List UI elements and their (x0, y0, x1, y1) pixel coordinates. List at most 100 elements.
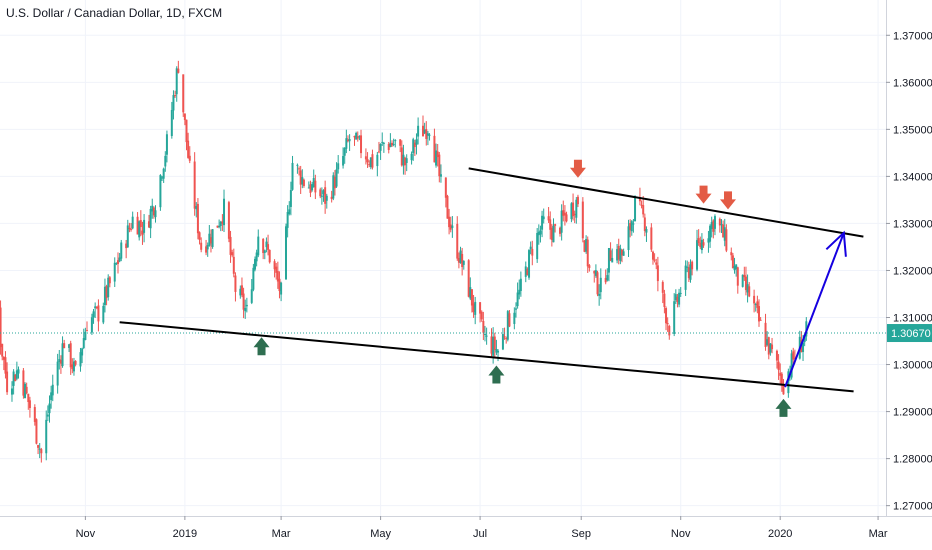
candle-body (665, 308, 668, 324)
candle-body (563, 212, 566, 216)
candle-body (268, 249, 271, 263)
candle-body (364, 156, 367, 160)
candle-body (422, 125, 425, 137)
candle-body (459, 250, 462, 263)
candle-body (301, 177, 304, 185)
candle-body (136, 216, 139, 235)
candle-body (267, 244, 270, 250)
candle-body (697, 238, 700, 244)
candle-body (541, 215, 544, 230)
candle-body (37, 445, 40, 448)
candle-body (33, 407, 36, 422)
candle-body (436, 151, 439, 158)
candle-body (516, 292, 519, 307)
candle-body (640, 204, 643, 206)
candle-body (389, 143, 392, 148)
candle-body (766, 339, 769, 345)
up-arrow-marker (488, 365, 505, 384)
candle-body (585, 239, 588, 252)
candle-body (632, 223, 635, 225)
candle-body (573, 213, 576, 216)
candle-body (700, 239, 703, 251)
candle-body (619, 248, 622, 262)
candle-body (439, 174, 442, 177)
candle-body (324, 187, 327, 204)
down-arrow-marker (695, 185, 712, 204)
candle-body (779, 372, 782, 376)
candle-body (254, 258, 257, 270)
candle-body (425, 129, 428, 139)
candle-body (733, 266, 736, 271)
candle-body (415, 139, 418, 145)
candle-body (547, 216, 550, 221)
candle-body (570, 203, 573, 220)
candle-body (50, 392, 53, 401)
candle-body (291, 162, 294, 190)
candle-body (462, 260, 465, 265)
candle-body (404, 157, 407, 166)
time-tick-label: Mar (869, 528, 888, 540)
candle-body (492, 336, 495, 356)
candle-body (506, 311, 509, 340)
candle-body (105, 286, 108, 298)
candle-body (586, 239, 589, 267)
candle-body (426, 133, 429, 136)
candle-body (107, 277, 110, 298)
price-axis-bg (886, 0, 932, 550)
candle-body (753, 295, 756, 304)
candle-body (560, 210, 563, 233)
candle-body (780, 373, 783, 386)
candle-body (2, 357, 5, 360)
candle-body (205, 246, 208, 253)
candle-body (177, 68, 180, 73)
candle-body (379, 143, 382, 151)
candle-body (218, 225, 221, 228)
candle-body (170, 110, 173, 137)
candle-body (195, 206, 198, 210)
candle-body (405, 158, 408, 163)
price-axis[interactable]: 1.27000 1.28000 1.29000 1.30000 1.31000 1.320… (886, 0, 932, 550)
candle-body (456, 223, 459, 259)
candle-body (151, 205, 154, 212)
price-tick-label: 1.29000 (893, 407, 932, 419)
candle-body (94, 306, 97, 309)
candle-body (754, 303, 757, 305)
candle-body (311, 184, 314, 191)
candle-body (360, 135, 363, 154)
candle-body (147, 221, 150, 228)
candle-body (696, 240, 699, 270)
candle-body (720, 224, 723, 226)
candle-body (265, 241, 268, 248)
candle-body (514, 308, 517, 310)
candle-body (622, 251, 625, 256)
candle-body (118, 257, 121, 262)
candle-body (0, 307, 2, 348)
candle-body (61, 343, 64, 367)
candle-body (392, 144, 395, 146)
candle-body (767, 337, 770, 355)
candle-body (519, 278, 522, 291)
candle-body (576, 196, 579, 205)
candle-body (537, 231, 540, 236)
candle-body (28, 400, 31, 409)
candle-body (366, 159, 369, 163)
time-axis[interactable]: SepNov2019MarMayJulSepNov2020Mar (0, 516, 932, 550)
candle-body (84, 331, 87, 340)
price-tick-label: 1.28000 (893, 454, 932, 466)
candle-body (529, 246, 532, 249)
time-tick-label: May (370, 528, 391, 540)
time-axis-bg (0, 516, 932, 550)
candle-body (244, 307, 247, 312)
candle-body (469, 287, 472, 299)
candle-body (343, 148, 346, 156)
candle-body (559, 227, 562, 234)
candle-body (90, 317, 93, 333)
candle-body (583, 240, 586, 252)
candle-body (550, 227, 553, 240)
candle-body (581, 201, 584, 239)
candle-body (356, 136, 359, 139)
candle-body (369, 157, 372, 168)
candle-body (485, 335, 488, 337)
candle-body (187, 140, 190, 158)
